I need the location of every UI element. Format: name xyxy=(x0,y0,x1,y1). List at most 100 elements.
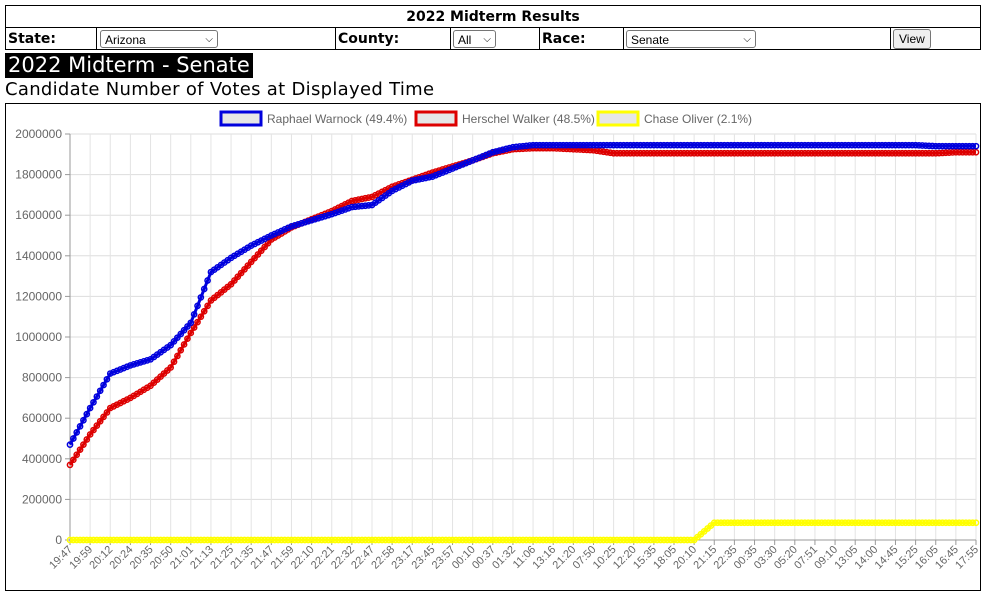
series-line xyxy=(68,146,976,466)
data-point xyxy=(892,149,899,157)
data-point xyxy=(348,536,356,544)
data-point xyxy=(791,149,799,157)
data-point xyxy=(828,141,836,149)
data-point xyxy=(543,141,550,149)
data-point xyxy=(670,149,678,157)
data-point xyxy=(311,536,319,544)
state-select[interactable]: Arizona ⌵ xyxy=(100,29,218,48)
data-point xyxy=(643,536,651,544)
data-point xyxy=(932,149,940,157)
data-point xyxy=(204,277,211,284)
data-point xyxy=(724,519,732,527)
data-point xyxy=(580,536,587,544)
data-point xyxy=(851,519,859,527)
county-select[interactable]: All ⌵ xyxy=(453,29,496,48)
data-point xyxy=(831,141,839,149)
data-point xyxy=(660,141,668,149)
data-point xyxy=(439,169,446,176)
data-point xyxy=(529,141,537,149)
data-point xyxy=(868,141,876,149)
data-point xyxy=(465,158,473,166)
data-point xyxy=(190,324,198,331)
data-point xyxy=(610,149,617,157)
data-point xyxy=(100,381,107,389)
data-point xyxy=(241,265,248,273)
data-point xyxy=(929,142,936,150)
data-point xyxy=(674,141,681,149)
data-point xyxy=(284,224,292,232)
data-point xyxy=(378,536,386,544)
data-point xyxy=(70,456,77,464)
data-point xyxy=(559,536,567,544)
data-point xyxy=(663,536,671,544)
data-point xyxy=(838,149,846,157)
data-point xyxy=(187,329,195,337)
data-point xyxy=(523,536,530,544)
data-point xyxy=(271,536,279,544)
data-point xyxy=(402,180,409,188)
data-point xyxy=(663,141,671,149)
data-point xyxy=(110,536,117,544)
data-point xyxy=(623,536,631,544)
data-point xyxy=(754,519,762,527)
data-point xyxy=(942,142,950,150)
state-cell: Arizona ⌵ xyxy=(96,27,336,50)
data-point xyxy=(697,149,705,157)
data-point xyxy=(264,536,272,544)
legend-swatch xyxy=(219,110,263,127)
data-point xyxy=(620,149,628,157)
data-point xyxy=(694,141,701,149)
y-tick-label: 1200000 xyxy=(15,289,62,303)
data-point xyxy=(251,240,258,248)
data-point xyxy=(935,142,943,150)
data-point xyxy=(150,536,158,544)
data-point xyxy=(965,519,973,527)
data-point xyxy=(331,209,339,217)
data-point xyxy=(106,404,114,412)
data-point xyxy=(298,536,305,544)
data-point xyxy=(838,519,846,527)
data-point xyxy=(875,519,883,527)
data-point xyxy=(868,149,876,157)
data-point xyxy=(771,519,779,527)
data-point xyxy=(929,149,936,157)
view-button[interactable]: View xyxy=(893,28,931,49)
data-point xyxy=(841,141,849,149)
data-point xyxy=(637,536,644,544)
data-point xyxy=(898,149,906,157)
data-point xyxy=(395,184,403,191)
race-select[interactable]: Senate ⌵ xyxy=(626,29,756,48)
data-point xyxy=(784,519,792,527)
data-point xyxy=(200,285,208,293)
data-point xyxy=(459,536,466,544)
x-tick-label: 17:55 xyxy=(953,544,980,572)
page-subtitle: Candidate Number of Votes at Displayed T… xyxy=(5,79,435,100)
data-point xyxy=(529,536,537,544)
data-point xyxy=(439,536,446,544)
data-point xyxy=(858,519,866,527)
data-point xyxy=(96,536,104,544)
data-point xyxy=(855,149,862,157)
data-point xyxy=(499,536,507,544)
data-point xyxy=(704,141,711,149)
data-point xyxy=(70,435,77,442)
data-point xyxy=(610,141,617,149)
data-point xyxy=(116,399,124,407)
data-point xyxy=(509,143,517,151)
data-point xyxy=(174,536,181,544)
data-point xyxy=(449,165,456,172)
data-point xyxy=(791,519,799,527)
data-point xyxy=(878,149,886,157)
data-point xyxy=(160,536,168,544)
data-point xyxy=(647,536,654,544)
data-point xyxy=(778,141,785,149)
data-point xyxy=(734,149,742,157)
data-point xyxy=(123,536,131,544)
data-point xyxy=(616,141,624,149)
data-point xyxy=(580,141,587,149)
data-point xyxy=(133,536,141,544)
data-point xyxy=(267,232,275,239)
data-point xyxy=(100,413,107,421)
data-point xyxy=(190,536,198,544)
data-point xyxy=(492,148,500,155)
